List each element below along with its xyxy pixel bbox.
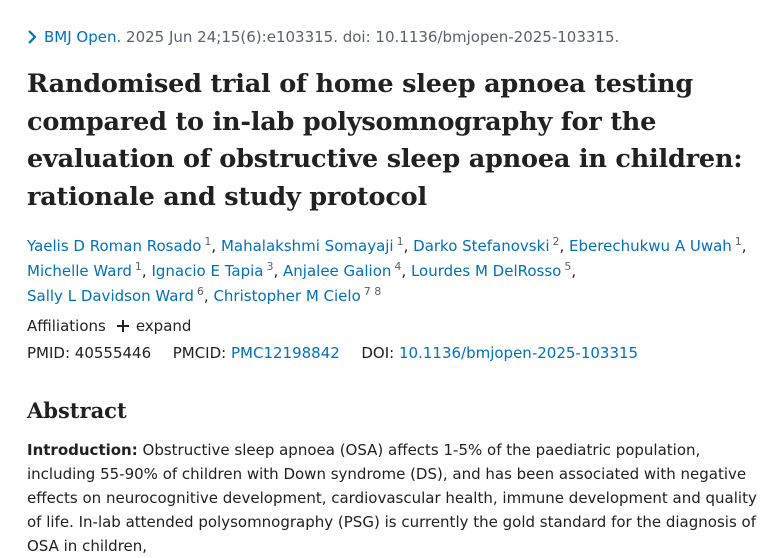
pmcid-label: PMCID: [172,344,227,362]
author-list: Yaelis D Roman Rosado 1, Mahalakshmi Soma… [27,229,767,305]
doi-label: DOI: [361,344,395,362]
chevron-right-icon[interactable] [27,30,37,44]
citation-line: BMJ Open. 2025 Jun 24;15(6):e103315. doi… [27,28,619,46]
pmcid-link[interactable]: PMC12198842 [231,344,340,362]
affiliation-number[interactable]: 2 [552,235,560,248]
affiliation-number[interactable]: 5 [564,260,572,273]
affiliations-label: Affiliations [27,317,106,335]
author-link[interactable]: Darko Stefanovski [413,237,550,255]
author-link[interactable]: Ignacio E Tapia [151,262,264,280]
affiliation-number[interactable]: 1 [204,235,212,248]
introduction-text: Obstructive sleep apnoea (OSA) affects 1… [27,441,757,555]
affiliations-row: Affiliations expand [27,317,191,335]
expand-label: expand [135,317,192,335]
plus-icon [116,319,130,333]
author-link[interactable]: Anjalee Galion [283,262,392,280]
author-line-2: Michelle Ward 1, Ignacio E Tapia 3, Anjale… [27,260,577,280]
affiliation-number[interactable]: 1 [396,235,404,248]
affiliation-number[interactable]: 7 8 [363,285,382,298]
journal-link[interactable]: BMJ Open. [44,28,122,46]
author-link[interactable]: Sally L Davidson Ward [27,287,194,305]
affiliation-number[interactable]: 1 [734,235,742,248]
identifiers-row: PMID: 40555446 PMCID: PMC12198842 DOI: 1… [27,344,638,362]
pmid-value: 40555446 [74,344,152,362]
author-link[interactable]: Christopher M Cielo [213,287,361,305]
author-line-3: Sally L Davidson Ward 6, Christopher M Ci… [27,285,382,305]
affiliation-number[interactable]: 1 [134,260,142,273]
doi-link[interactable]: 10.1136/bmjopen-2025-103315 [399,344,639,362]
citation-details: 2025 Jun 24;15(6):e103315. doi: 10.1136/… [121,28,620,46]
affiliation-number[interactable]: 4 [394,260,402,273]
affiliation-number[interactable]: 6 [196,285,204,298]
abstract-heading: Abstract [27,398,127,423]
pmid-label: PMID: [27,344,71,362]
author-line-1: Yaelis D Roman Rosado 1, Mahalakshmi Soma… [27,235,747,255]
author-link[interactable]: Mahalakshmi Somayaji [220,237,394,255]
author-link[interactable]: Yaelis D Roman Rosado [27,237,202,255]
affiliation-number[interactable]: 3 [266,260,274,273]
expand-affiliations-button[interactable]: expand [116,317,192,335]
author-link[interactable]: Eberechukwu A Uwah [569,237,732,255]
author-link[interactable]: Michelle Ward [27,262,132,280]
abstract-text: Introduction: Obstructive sleep apnoea (… [27,438,757,558]
article-title: Randomised trial of home sleep apnoea te… [27,69,743,212]
introduction-label: Introduction: [27,441,138,459]
author-link[interactable]: Lourdes M DelRosso [410,262,562,280]
